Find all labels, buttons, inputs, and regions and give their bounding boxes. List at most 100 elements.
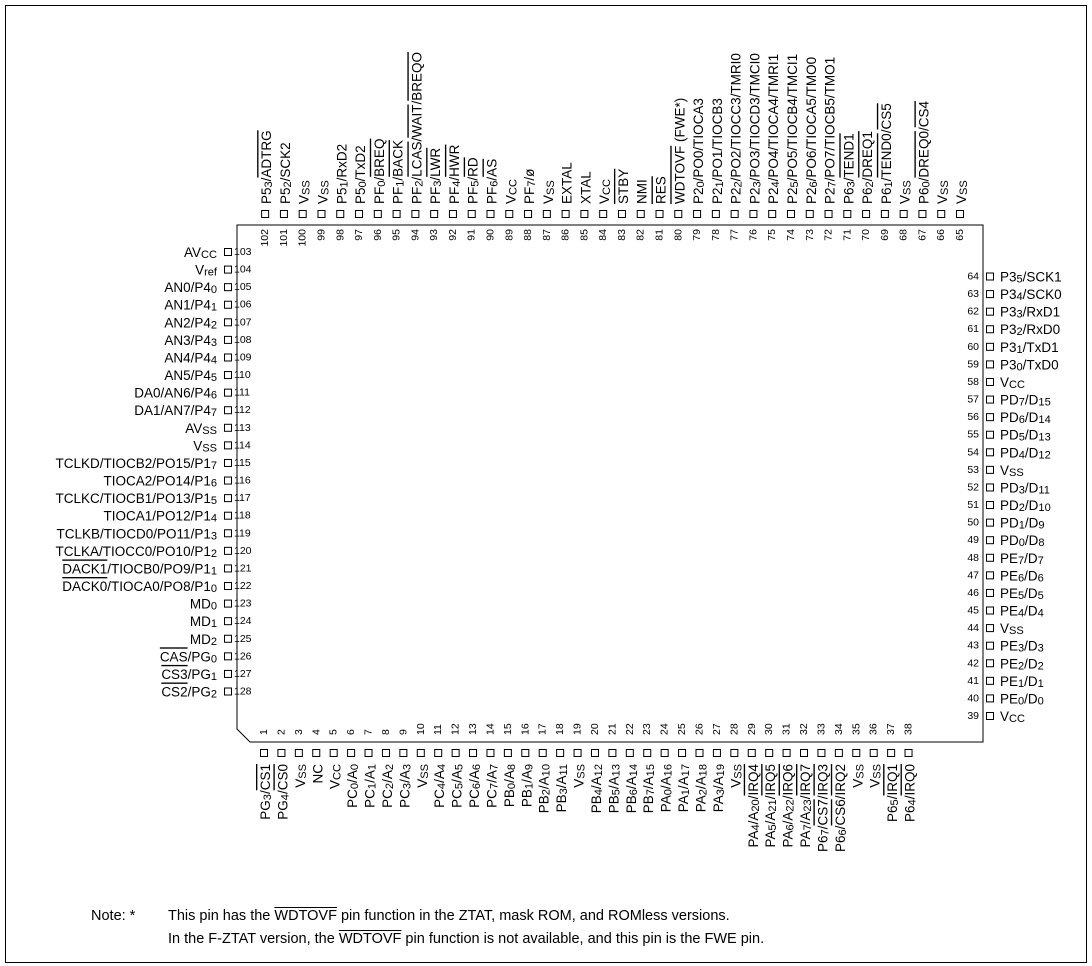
- pin-61-number: 61: [967, 323, 979, 335]
- pin-81-box: [655, 210, 664, 218]
- pin-61-label: P32/RxD0: [1000, 322, 1060, 338]
- pin-120-label: TCLKA/TIOCC0/PO10/P12: [56, 543, 217, 559]
- pin-86-box: [561, 210, 570, 218]
- pin-98-label: P51/RxD2: [334, 144, 350, 204]
- pin-90-box: [486, 210, 495, 218]
- pin-105-label: AN0/P40: [164, 280, 217, 296]
- pin-99-box: [317, 210, 326, 218]
- pin-100-label: VSS: [296, 180, 312, 204]
- pin-40-label: PE0/D0: [1000, 691, 1044, 707]
- note-text-1a: This pin has the: [168, 908, 275, 924]
- pin-96-number: 96: [372, 229, 384, 241]
- pin-82-label: NMI: [634, 179, 649, 204]
- pin-65-box: [956, 210, 964, 218]
- pin-14-label: PC7/A7: [484, 764, 500, 808]
- pin-5-box: [329, 749, 338, 757]
- pin-36-number: 36: [868, 723, 880, 735]
- pin-125-number: 125: [234, 633, 252, 645]
- pin-50-box: [986, 518, 994, 527]
- pin-2-number: 2: [275, 729, 287, 735]
- pin-25-box: [678, 749, 687, 757]
- pin-63-box: [986, 290, 994, 299]
- pin-84-number: 84: [597, 229, 609, 241]
- pin-39-label: VCC: [1000, 709, 1025, 725]
- pin-47-label: PE6/D6: [1000, 568, 1044, 584]
- pin-3-number: 3: [293, 729, 305, 735]
- pin-23-box: [643, 749, 652, 757]
- pin-56-box: [986, 413, 994, 422]
- pin-90-number: 90: [485, 229, 497, 241]
- pin-122-number: 122: [234, 580, 252, 592]
- pin-86-number: 86: [560, 229, 572, 241]
- pin-110-box: [224, 371, 232, 380]
- pin-73-label: P26/PO6/TIOCA5/TMO0: [803, 57, 819, 204]
- pin-21-box: [608, 749, 617, 757]
- pin-50-number: 50: [967, 517, 979, 529]
- pin-57-label: PD7/D15: [1000, 392, 1051, 408]
- pin-68-number: 68: [898, 229, 910, 241]
- pin-101-number: 101: [278, 229, 290, 247]
- pin-59-box: [986, 360, 994, 369]
- pin-107-label: AN2/P42: [164, 315, 217, 331]
- pin-122-box: [224, 582, 232, 591]
- figure-frame: [5, 5, 1087, 963]
- pin-56-number: 56: [967, 411, 979, 423]
- pin-103-number: 103: [234, 246, 252, 258]
- pin-78-label: P21/PO1/TIOCB3: [709, 98, 725, 204]
- pin-40-number: 40: [967, 692, 979, 704]
- pin-76-box: [749, 210, 758, 218]
- pin-44-number: 44: [967, 622, 979, 634]
- pin-46-number: 46: [967, 587, 979, 599]
- pin-100-box: [298, 210, 307, 218]
- pin-83-box: [617, 210, 626, 218]
- pin-60-box: [986, 342, 994, 351]
- pin-37-number: 37: [885, 723, 897, 735]
- note-prefix: Note: *: [91, 908, 136, 924]
- pin-47-box: [986, 571, 994, 580]
- pin-128-number: 128: [234, 686, 252, 698]
- pin-124-number: 124: [234, 615, 252, 627]
- pin-121-label: DACK1/TIOCB0/PO9/P11: [62, 561, 217, 577]
- pin-54-number: 54: [967, 446, 979, 458]
- pin-93-number: 93: [428, 229, 440, 241]
- note-wdtovf-2: WDTOVF: [338, 931, 402, 947]
- pin-102-label: P53/ADTRG: [259, 130, 275, 204]
- pin-119-label: TCLKB/TIOCD0/PO11/P13: [57, 526, 217, 542]
- pin-19-box: [573, 749, 582, 757]
- pin-53-label: VSS: [1000, 462, 1024, 478]
- pin-31-number: 31: [781, 723, 793, 735]
- pin-106-box: [224, 300, 232, 309]
- pin-69-number: 69: [879, 229, 891, 241]
- pin-41-number: 41: [967, 675, 979, 687]
- pin-11-label: PC4/A4: [432, 764, 448, 808]
- pin-126-label: CAS/PG0: [160, 649, 217, 665]
- pin-72-box: [824, 210, 833, 218]
- pin-80-label: WDTOVF (FWE*): [672, 98, 687, 204]
- pin-6-number: 6: [345, 729, 357, 735]
- pin-117-box: [224, 494, 232, 503]
- pin-10-label: VSS: [414, 764, 430, 788]
- note-wdtovf-1: WDTOVF: [274, 908, 337, 924]
- pin-121-number: 121: [234, 562, 252, 574]
- pin-24-label: PA0/A16: [658, 764, 674, 812]
- pin-120-number: 120: [234, 545, 252, 557]
- pin-21-label: PB5/A13: [606, 764, 622, 813]
- pin-124-box: [224, 617, 232, 626]
- pin-25-label: PA1/A17: [676, 764, 692, 812]
- pin-6-label: PC0/A0: [345, 764, 361, 808]
- pin-57-box: [986, 395, 994, 404]
- pin-20-number: 20: [589, 723, 601, 735]
- pin-44-box: [986, 624, 994, 633]
- pin-35-box: [852, 749, 861, 757]
- chip-body: [236, 224, 984, 743]
- pin-83-number: 83: [616, 229, 628, 241]
- pin-119-number: 119: [234, 527, 251, 539]
- pin-19-label: VSS: [571, 764, 587, 788]
- pin-43-box: [986, 641, 994, 650]
- pin-16-label: PB1/A9: [519, 764, 535, 807]
- pin-14-number: 14: [484, 723, 496, 735]
- pin-91-box: [467, 210, 476, 218]
- pin-73-box: [805, 210, 814, 218]
- pin-75-box: [768, 210, 777, 218]
- pin-27-label: PA3/A19: [710, 764, 726, 812]
